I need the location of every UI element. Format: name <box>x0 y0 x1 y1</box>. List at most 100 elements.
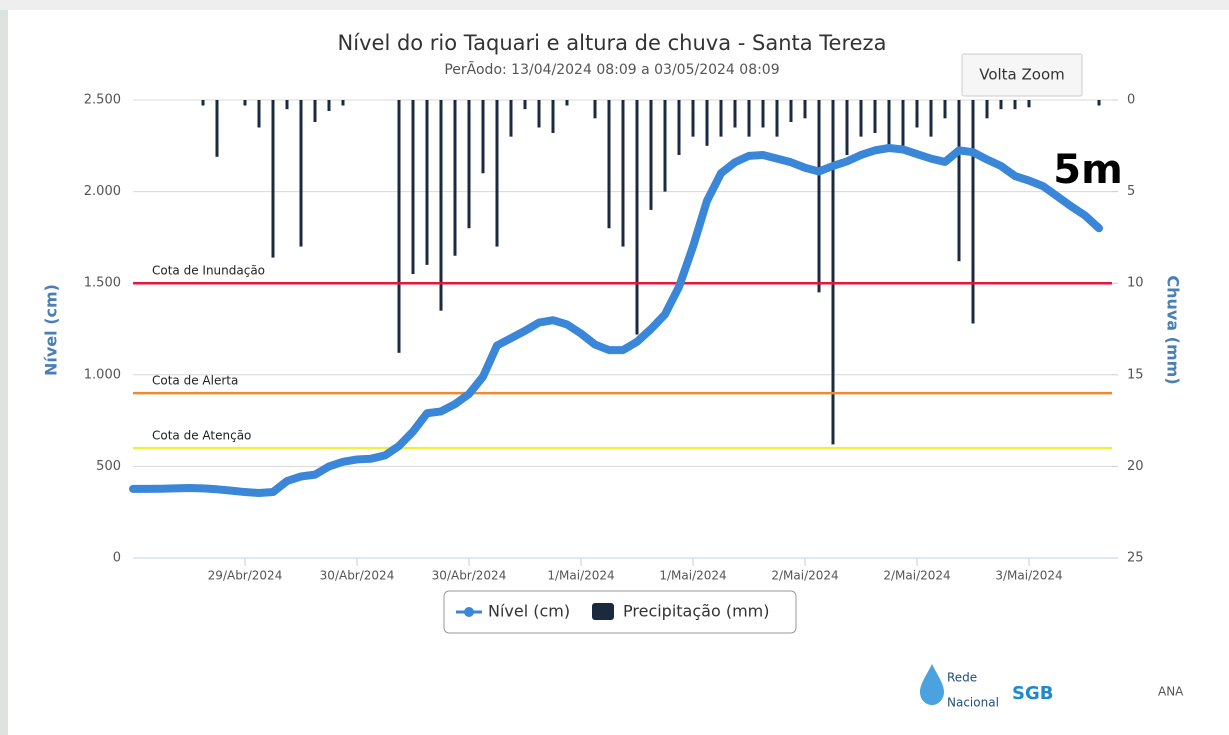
y-tick-label: 1.500 <box>84 276 121 291</box>
precip-bar <box>929 100 933 137</box>
y2-tick-label: 10 <box>1127 276 1144 291</box>
y2-tick-label: 15 <box>1127 367 1144 382</box>
x-tick-label: 29/Abr/2024 <box>208 569 283 583</box>
precip-bar <box>789 100 793 122</box>
precip-bar <box>621 100 625 247</box>
precip-bar <box>831 100 835 445</box>
precip-bar <box>957 100 961 262</box>
legend-box <box>443 590 797 634</box>
precip-bar <box>495 100 499 247</box>
precip-bar <box>775 100 779 137</box>
precip-bar <box>537 100 541 128</box>
precip-bar <box>887 100 891 146</box>
precip-bar <box>425 100 429 265</box>
precip-bar <box>285 100 289 110</box>
zoom-button-box[interactable] <box>961 53 1083 97</box>
y-axis-title: Nível (cm) <box>42 284 61 376</box>
precip-bar <box>845 100 849 155</box>
precip-bar <box>607 100 611 229</box>
precip-bar <box>719 100 723 137</box>
precip-bar <box>523 100 527 110</box>
precip-bar <box>1027 100 1031 108</box>
precip-bar <box>299 100 303 247</box>
threshold-label: Cota de Atenção <box>152 429 251 443</box>
y-tick-label: 1.000 <box>84 367 121 382</box>
top-edge <box>0 0 1229 10</box>
logo-text: Nacional <box>947 696 999 710</box>
precip-bar <box>453 100 457 256</box>
y2-tick-label: 0 <box>1127 93 1135 108</box>
x-tick-label: 30/Abr/2024 <box>432 569 507 583</box>
x-tick-label: 30/Abr/2024 <box>320 569 395 583</box>
precip-bar <box>1097 100 1101 106</box>
precip-bar <box>481 100 485 174</box>
y2-tick-label: 5 <box>1127 184 1135 199</box>
left-edge <box>0 0 8 735</box>
logo-text: Rede <box>947 671 977 685</box>
precip-bar <box>761 100 765 128</box>
legend-label: Nível (cm) <box>488 602 570 621</box>
threshold-label: Cota de Alerta <box>152 374 238 388</box>
legend-line-marker <box>464 607 474 617</box>
y-tick-label: 500 <box>96 459 121 474</box>
precip-bar <box>985 100 989 119</box>
y-tick-label: 2.500 <box>84 93 121 108</box>
zoom-button[interactable]: Volta Zoom <box>961 53 1083 97</box>
precip-bar <box>705 100 709 146</box>
y2-axis-title: Chuva (mm) <box>1164 275 1183 384</box>
y2-tick-label: 25 <box>1127 551 1144 566</box>
precip-bar <box>663 100 667 192</box>
chart-subtitle: PerÃodo: 13/04/2024 08:09 a 03/05/2024 0… <box>444 61 779 78</box>
precip-bar <box>901 100 905 146</box>
x-tick-label: 2/Mai/2024 <box>771 569 838 583</box>
precip-bar <box>677 100 681 155</box>
precip-bar <box>313 100 317 122</box>
precip-bar <box>635 100 639 335</box>
precip-bar <box>467 100 471 229</box>
precip-bar <box>649 100 653 210</box>
precip-bar <box>271 100 275 258</box>
y-tick-label: 0 <box>113 551 121 566</box>
precip-bar <box>397 100 401 353</box>
precip-bar <box>565 100 569 106</box>
precip-bar <box>691 100 695 137</box>
precip-bar <box>915 100 919 128</box>
y2-tick-label: 20 <box>1127 459 1144 474</box>
legend-label: Precipitação (mm) <box>623 602 770 621</box>
y-tick-label: 2.000 <box>84 184 121 199</box>
logo-text: ANA <box>1158 685 1184 699</box>
precip-bar <box>859 100 863 137</box>
precip-bar <box>411 100 415 275</box>
logos: Rede Nacional SGB ANA <box>920 664 1184 710</box>
x-tick-label: 1/Mai/2024 <box>659 569 726 583</box>
precip-bar <box>999 100 1003 110</box>
precip-bar <box>873 100 877 133</box>
legend-bar-symbol <box>592 603 614 620</box>
precip-bar <box>817 100 821 293</box>
precip-bar <box>943 100 947 119</box>
precip-bar <box>439 100 443 311</box>
x-tick-label: 2/Mai/2024 <box>883 569 950 583</box>
precip-bar <box>509 100 513 137</box>
annotation: 5m <box>1053 147 1123 193</box>
legend: Nível (cm) Precipitação (mm) <box>443 590 797 634</box>
logo-text: SGB <box>1012 683 1053 704</box>
threshold-label: Cota de Inundação <box>152 264 265 278</box>
precip-bar <box>341 100 345 106</box>
zoom-button-label[interactable]: Volta Zoom <box>979 66 1065 84</box>
level-line <box>129 143 1103 497</box>
precip-bar <box>257 100 261 128</box>
precip-bar <box>803 100 807 119</box>
logo-drop <box>920 664 944 705</box>
precip-bar <box>551 100 555 133</box>
precip-bar <box>327 100 331 111</box>
precip-bar <box>201 100 205 106</box>
chart-title: Nível do rio Taquari e altura de chuva -… <box>338 31 887 55</box>
precip-bar <box>1013 100 1017 110</box>
x-tick-label: 1/Mai/2024 <box>547 569 614 583</box>
precip-bar <box>971 100 975 324</box>
precip-bar <box>593 100 597 119</box>
precip-bar <box>243 100 247 106</box>
